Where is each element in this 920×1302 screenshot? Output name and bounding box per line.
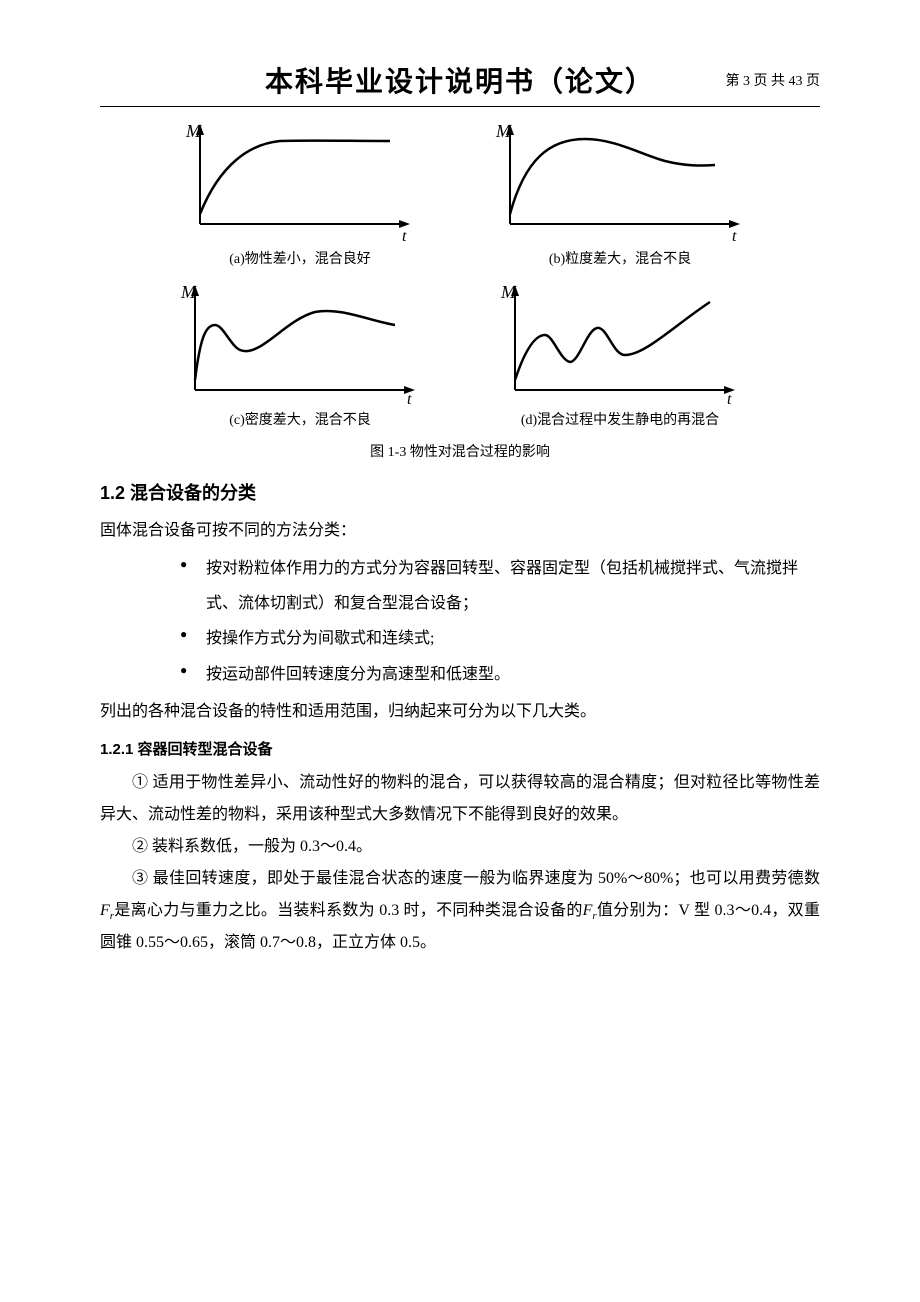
para-2: ② 装料系数低，一般为 0.3～0.4。: [100, 831, 820, 863]
chart-d: M t (d)混合过程中发生静电的再混合: [490, 280, 750, 429]
x-axis-label: t: [402, 228, 407, 244]
chart-row-1: M t (a)物性差小，混合良好 M t (b)粒度差大，混合不良: [100, 119, 820, 268]
chart-b: M t (b)粒度差大，混合不良: [490, 119, 750, 268]
figure-caption: 图 1-3 物性对混合过程的影响: [100, 441, 820, 461]
caption-d: (d)混合过程中发生静电的再混合: [490, 409, 750, 429]
section-1-2-heading: 1.2 混合设备的分类: [100, 479, 820, 505]
caption-c: (c)密度差大，混合不良: [170, 409, 430, 429]
bullet-1: 按对粉粒体作用力的方式分为容器回转型、容器固定型（包括机械搅拌式、气流搅拌式、流…: [180, 551, 820, 621]
x-axis-label: t: [727, 391, 732, 405]
chart-row-2: M t (c)密度差大，混合不良 M t (d)混合过程中发生静电的再混合: [100, 280, 820, 429]
page-prefix: 第: [726, 74, 744, 89]
curve-c: [195, 311, 395, 380]
caption-b: (b)粒度差大，混合不良: [490, 248, 750, 268]
x-arrow: [399, 220, 410, 228]
curve-d: [515, 302, 710, 380]
page-suffix: 页: [803, 74, 821, 89]
chart-a: M t (a)物性差小，混合良好: [170, 119, 430, 268]
header-divider: [100, 106, 820, 107]
chart-d-svg: M t: [495, 280, 745, 405]
p3-fr2: F: [583, 902, 593, 919]
bullet-2: 按操作方式分为间歇式和连续式;: [180, 621, 820, 656]
page-mid: 页 共: [750, 74, 789, 89]
p3-text-1: ③ 最佳回转速度，即处于最佳混合状态的速度一般为临界速度为 50%～80%；也可…: [132, 870, 820, 887]
x-arrow: [729, 220, 740, 228]
x-axis-label: t: [732, 228, 737, 244]
chart-c: M t (c)密度差大，混合不良: [170, 280, 430, 429]
para-3: ③ 最佳回转速度，即处于最佳混合状态的速度一般为临界速度为 50%～80%；也可…: [100, 863, 820, 959]
bullet-list: 按对粉粒体作用力的方式分为容器回转型、容器固定型（包括机械搅拌式、气流搅拌式、流…: [100, 551, 820, 692]
section-1-2-outro: 列出的各种混合设备的特性和适用范围，归纳起来可分为以下几大类。: [100, 696, 820, 728]
chart-a-svg: M t: [180, 119, 420, 244]
chart-b-svg: M t: [490, 119, 750, 244]
bullet-3: 按运动部件回转速度分为高速型和低速型。: [180, 657, 820, 692]
page-current: 3: [743, 74, 750, 89]
section-1-2-1-heading: 1.2.1 容器回转型混合设备: [100, 738, 820, 759]
page-header: 本科毕业设计说明书（论文） 第 3 页 共 43 页: [100, 60, 820, 107]
p3-text-2: 是离心力与重力之比。当装料系数为 0.3 时，不同种类混合设备的: [114, 902, 583, 919]
chart-c-svg: M t: [175, 280, 425, 405]
caption-a: (a)物性差小，混合良好: [170, 248, 430, 268]
curve-a: [200, 141, 390, 214]
page-total: 43: [789, 74, 803, 89]
page-number: 第 3 页 共 43 页: [726, 70, 821, 90]
x-axis-label: t: [407, 391, 412, 405]
section-1-2-intro: 固体混合设备可按不同的方法分类：: [100, 515, 820, 547]
p3-fr1: F: [100, 902, 110, 919]
curve-b: [510, 139, 715, 214]
document-title: 本科毕业设计说明书（论文）: [265, 60, 655, 100]
para-1: ① 适用于物性差异小、流动性好的物料的混合，可以获得较高的混合精度；但对粒径比等…: [100, 767, 820, 831]
